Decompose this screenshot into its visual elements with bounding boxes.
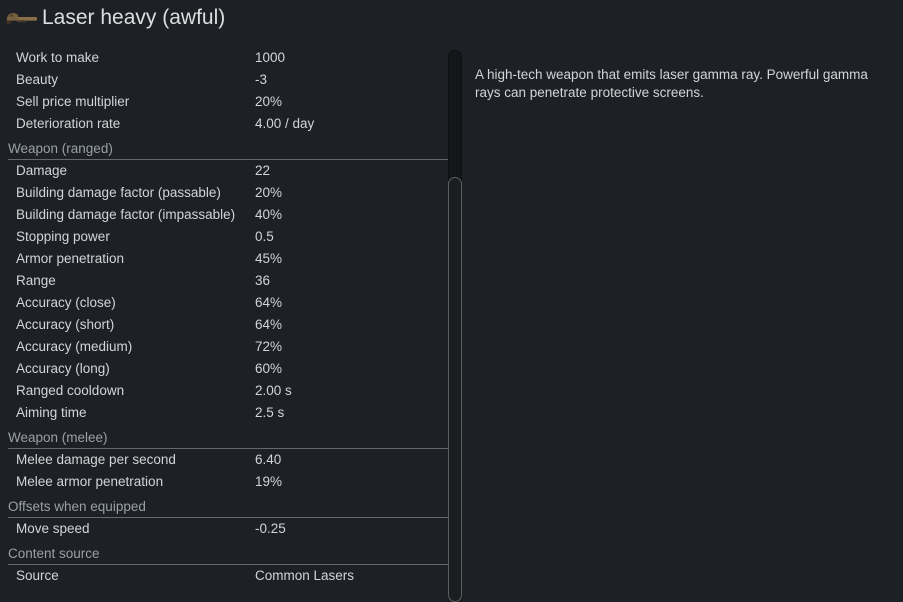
stat-label: Source [16, 568, 59, 583]
stats-list: Work to make 1000 Beauty -3 Sell price multi… [0, 47, 450, 587]
stat-label: Aiming time [16, 405, 87, 420]
stat-row[interactable]: Beauty -3 [0, 69, 450, 91]
stat-value: -3 [255, 72, 268, 87]
stat-label: Melee armor penetration [16, 474, 164, 489]
stat-label: Accuracy (medium) [16, 339, 133, 354]
stat-row[interactable]: Melee damage per second 6.40 [0, 449, 450, 471]
stat-label: Work to make [16, 50, 100, 65]
titlebar: Laser heavy (awful) [0, 0, 903, 40]
stat-row[interactable]: Deterioration rate 4.00 / day [0, 113, 450, 135]
stat-value: 40% [255, 207, 283, 222]
stat-row[interactable]: Aiming time 2.5 s [0, 402, 450, 424]
stat-row[interactable]: Accuracy (medium) 72% [0, 336, 450, 358]
stat-value: 2.00 s [255, 383, 292, 398]
stat-label: Range [16, 273, 56, 288]
scrollbar-thumb[interactable] [448, 177, 462, 602]
section-header: Weapon (ranged) [8, 135, 450, 160]
stat-label: Deterioration rate [16, 116, 121, 131]
page-title: Laser heavy (awful) [42, 6, 226, 29]
stat-label: Armor penetration [16, 251, 125, 266]
stat-label: Beauty [16, 72, 59, 87]
section-header: Content source [8, 540, 450, 565]
stat-row[interactable]: Ranged cooldown 2.00 s [0, 380, 450, 402]
stat-value: 2.5 s [255, 405, 285, 420]
stat-label: Building damage factor (impassable) [16, 207, 236, 222]
stat-value: -0.25 [255, 521, 286, 536]
stat-value: 22 [255, 163, 271, 178]
stat-value: 64% [255, 317, 283, 332]
stat-row[interactable]: Building damage factor (passable) 20% [0, 182, 450, 204]
stat-row[interactable]: Armor penetration 45% [0, 248, 450, 270]
stat-value: 20% [255, 185, 283, 200]
stat-value: 20% [255, 94, 283, 109]
stat-label: Move speed [16, 521, 90, 536]
stat-label: Accuracy (close) [16, 295, 116, 310]
stat-value: 72% [255, 339, 283, 354]
stat-label: Stopping power [16, 229, 110, 244]
stat-row[interactable]: Damage 22 [0, 160, 450, 182]
stat-label: Building damage factor (passable) [16, 185, 221, 200]
section-header: Offsets when equipped [8, 493, 450, 518]
stat-row[interactable]: Building damage factor (impassable) 40% [0, 204, 450, 226]
stat-label: Accuracy (short) [16, 317, 115, 332]
stat-label: Accuracy (long) [16, 361, 110, 376]
stat-value: 4.00 / day [255, 116, 315, 131]
item-description: A high-tech weapon that emits laser gamm… [475, 67, 868, 100]
stat-value: Common Lasers [255, 568, 355, 583]
stat-row[interactable]: Move speed -0.25 [0, 518, 450, 540]
stat-row[interactable]: Accuracy (long) 60% [0, 358, 450, 380]
stat-row[interactable]: Source Common Lasers [0, 565, 450, 587]
stat-row[interactable]: Stopping power 0.5 [0, 226, 450, 248]
stat-value: 1000 [255, 50, 286, 65]
stat-label: Damage [16, 163, 68, 178]
stat-value: 6.40 [255, 452, 282, 467]
stat-row[interactable]: Range 36 [0, 270, 450, 292]
stat-label: Sell price multiplier [16, 94, 130, 109]
stat-label: Ranged cooldown [16, 383, 125, 398]
stat-value: 36 [255, 273, 271, 288]
section-header: Weapon (melee) [8, 424, 450, 449]
stat-label: Melee damage per second [16, 452, 176, 467]
stat-row[interactable]: Sell price multiplier 20% [0, 91, 450, 113]
stat-row[interactable]: Work to make 1000 [0, 47, 450, 69]
stat-row[interactable]: Accuracy (short) 64% [0, 314, 450, 336]
stat-value: 45% [255, 251, 283, 266]
stat-row[interactable]: Accuracy (close) 64% [0, 292, 450, 314]
stat-row[interactable]: Melee armor penetration 19% [0, 471, 450, 493]
stat-value: 19% [255, 474, 283, 489]
laser-heavy-weapon-icon [6, 13, 37, 25]
stat-value: 64% [255, 295, 283, 310]
stat-value: 0.5 [255, 229, 274, 244]
stat-value: 60% [255, 361, 283, 376]
